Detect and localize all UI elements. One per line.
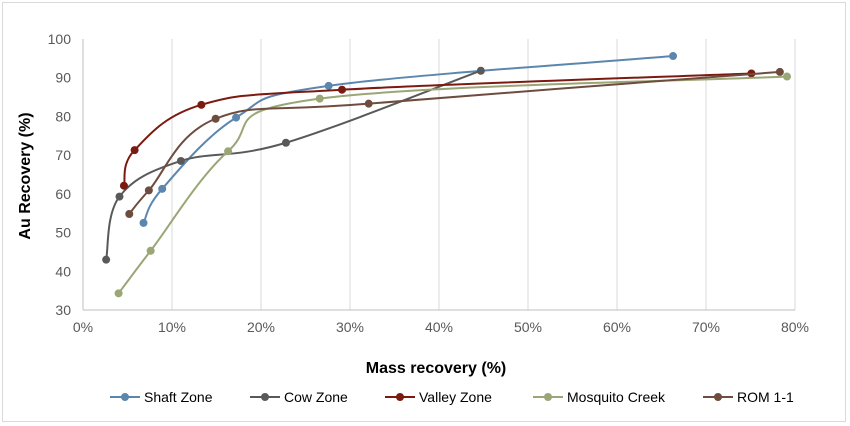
- legend-label: Mosquito Creek: [567, 389, 666, 405]
- legend-label: ROM 1-1: [737, 389, 794, 405]
- y-tick-label: 70: [55, 147, 71, 163]
- x-tick-label: 60%: [603, 319, 631, 335]
- y-tick-label: 40: [55, 263, 71, 279]
- series-line: [117, 75, 788, 294]
- series-rom-1-1: [125, 67, 784, 218]
- y-axis-title: Au Recovery (%): [17, 112, 34, 239]
- data-point: [119, 181, 128, 190]
- data-point: [114, 289, 123, 298]
- y-tick-label: 80: [55, 108, 71, 124]
- x-tick-label: 70%: [692, 319, 720, 335]
- legend-marker: [544, 393, 552, 401]
- x-tick-label: 0%: [73, 319, 93, 335]
- data-point: [232, 113, 241, 122]
- data-point: [130, 146, 139, 155]
- tick-labels: 0% 10% 20% 30% 40% 50% 60% 70% 80% 30 40 50 60 70 80 90…: [48, 31, 809, 335]
- data-point: [211, 114, 220, 123]
- axes: [82, 39, 795, 311]
- y-tick-label: 60: [55, 186, 71, 202]
- data-point: [144, 186, 153, 195]
- data-point: [224, 147, 233, 156]
- data-point: [176, 156, 185, 165]
- series-shaft-zone: [139, 52, 678, 227]
- series-group: [102, 52, 791, 298]
- legend: Shaft Zone Cow Zone Valley Zone Mosquito Cr…: [110, 389, 794, 405]
- x-tick-label: 20%: [247, 319, 275, 335]
- y-tick-label: 90: [55, 70, 71, 86]
- data-point: [324, 81, 333, 90]
- x-tick-label: 80%: [781, 319, 809, 335]
- y-tick-label: 50: [55, 225, 71, 241]
- series-line: [128, 70, 780, 215]
- series-valley-zone: [119, 69, 756, 190]
- data-point: [197, 100, 206, 109]
- data-point: [364, 99, 373, 108]
- y-tick-label: 100: [48, 31, 72, 47]
- legend-label: Shaft Zone: [144, 389, 213, 405]
- legend-marker: [396, 393, 404, 401]
- legend-marker: [261, 393, 269, 401]
- chart-frame: [2, 2, 846, 422]
- data-point: [669, 52, 678, 61]
- data-point: [281, 138, 290, 147]
- data-point: [139, 218, 148, 227]
- legend-label: Cow Zone: [284, 389, 348, 405]
- legend-marker: [714, 393, 722, 401]
- legend-marker: [121, 393, 129, 401]
- data-point: [782, 72, 791, 81]
- x-axis-title: Mass recovery (%): [366, 360, 507, 377]
- x-tick-label: 30%: [336, 319, 364, 335]
- gridlines: [171, 39, 796, 310]
- data-point: [102, 255, 111, 264]
- x-tick-label: 40%: [425, 319, 453, 335]
- series-line: [105, 69, 482, 260]
- legend-label: Valley Zone: [419, 389, 492, 405]
- x-tick-label: 50%: [514, 319, 542, 335]
- y-tick-label: 30: [55, 302, 71, 318]
- series-mosquito-creek: [114, 72, 791, 298]
- data-point: [775, 67, 784, 76]
- x-tick-label: 10%: [158, 319, 186, 335]
- data-point: [125, 209, 134, 218]
- data-point: [315, 94, 324, 103]
- data-point: [158, 184, 167, 193]
- series-cow-zone: [102, 66, 485, 264]
- data-point: [476, 66, 485, 75]
- data-point: [115, 192, 124, 201]
- data-point: [337, 85, 346, 94]
- data-point: [146, 246, 155, 255]
- series-line: [142, 55, 674, 224]
